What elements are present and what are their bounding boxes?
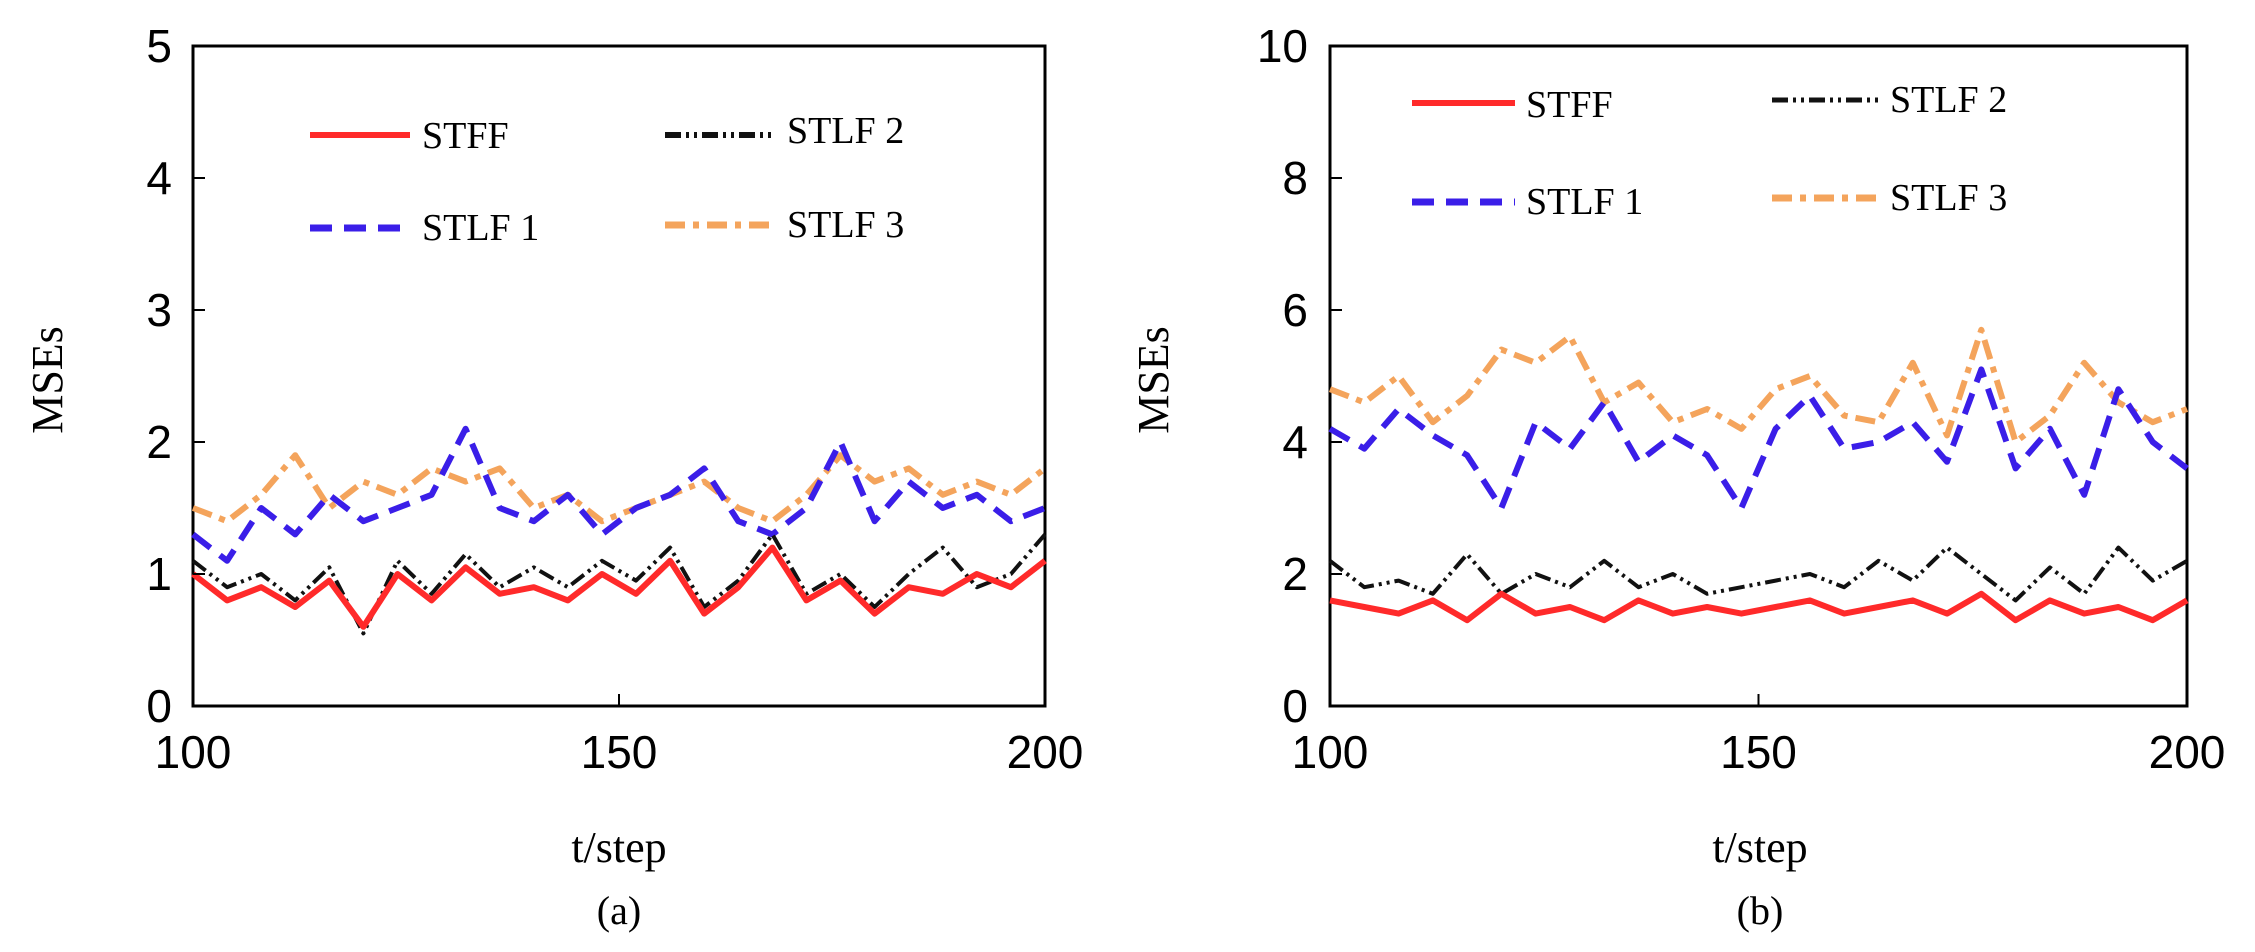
x-tick-label-a-2: 200: [1007, 726, 1084, 778]
panel-a: 100 150 200 0 1 2 3 4 5 STFF STLF 2 STLF 1 STLF …: [23, 20, 1083, 933]
legend-label-a-stlf2: STLF 2: [787, 110, 904, 152]
x-tick-label-b-0: 100: [1292, 726, 1369, 778]
legend-label-b-stlf1: STLF 1: [1526, 181, 1643, 223]
series-line-a-stlf2: [191, 532, 1047, 636]
y-tick-label-a-5: 5: [146, 20, 172, 72]
series-line-b-stlf2: [1328, 545, 2188, 603]
series-group-b: [1328, 326, 2189, 624]
legend-label-b-stff: STFF: [1526, 84, 1613, 126]
x-tick-label-a-1: 150: [581, 726, 658, 778]
series-line-a-stlf1: [191, 425, 1047, 564]
series-line-a-stlf3: [191, 452, 1047, 525]
y-axis-label-b: MSEs: [1129, 326, 1178, 434]
series-line-b-stlf3: [1328, 326, 2189, 445]
caption-b: (b): [1737, 888, 1784, 933]
y-tick-label-a-1: 1: [146, 548, 172, 600]
y-tick-label-b-4: 8: [1282, 152, 1308, 204]
series-line-a-stff: [191, 544, 1047, 630]
legend-label-b-stlf2: STLF 2: [1890, 79, 2007, 121]
panel-b: 100 150 200 0 2 4 6 8 10 STFF STLF 2 STLF 1 STLF…: [1129, 20, 2225, 933]
ticks-a: 100 150 200 0 1 2 3 4 5: [146, 20, 1083, 778]
y-tick-label-b-5: 10: [1257, 20, 1308, 72]
legend-label-a-stlf3: STLF 3: [787, 204, 904, 246]
y-tick-label-b-3: 6: [1282, 284, 1308, 336]
legend-label-a-stlf1: STLF 1: [422, 207, 539, 249]
x-axis-label-a: t/step: [571, 823, 666, 872]
series-line-b-stff: [1329, 590, 2189, 624]
y-tick-label-b-1: 2: [1282, 548, 1308, 600]
x-tick-label-b-2: 200: [2149, 726, 2226, 778]
series-group-a: [191, 425, 1047, 636]
series-line-b-stlf1: [1328, 366, 2189, 511]
plot-frame-b: [1328, 44, 2189, 708]
y-tick-label-a-4: 4: [146, 152, 172, 204]
ticks-b: 100 150 200 0 2 4 6 8 10: [1257, 20, 2226, 778]
y-tick-label-a-0: 0: [146, 680, 172, 732]
y-tick-label-b-0: 0: [1282, 680, 1308, 732]
plot-frame-a: [191, 44, 1047, 708]
x-tick-label-a-0: 100: [155, 726, 232, 778]
caption-a: (a): [597, 888, 641, 933]
legend-label-a-stff: STFF: [422, 115, 509, 157]
y-axis-label-a: MSEs: [23, 326, 72, 434]
x-axis-label-b: t/step: [1712, 823, 1807, 872]
y-tick-label-a-3: 3: [146, 284, 172, 336]
legend-label-b-stlf3: STLF 3: [1890, 177, 2007, 219]
y-tick-label-b-2: 4: [1282, 416, 1308, 468]
y-tick-label-a-2: 2: [146, 416, 172, 468]
x-tick-label-b-1: 150: [1720, 726, 1797, 778]
